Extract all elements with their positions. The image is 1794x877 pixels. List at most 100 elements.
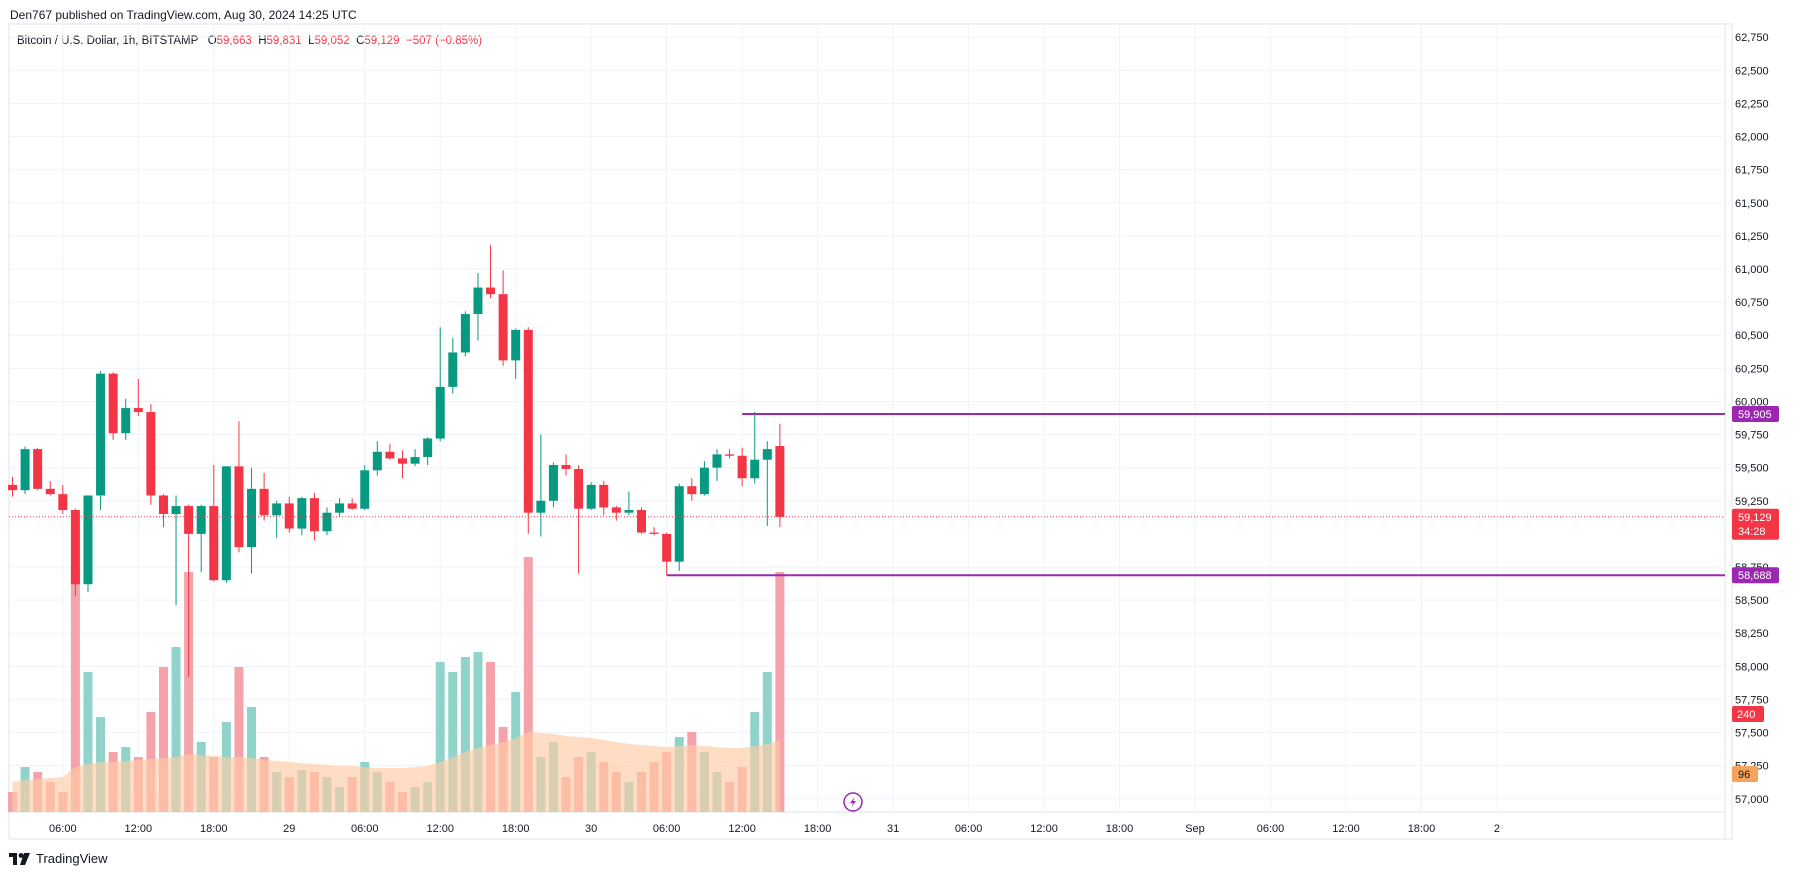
candle[interactable] [184,504,194,677]
candle[interactable] [750,412,760,484]
candle[interactable] [611,506,621,521]
candle[interactable] [624,491,634,516]
candle-body [259,488,269,516]
last-price-badge-text: 34:28 [1738,526,1766,538]
candle[interactable] [259,472,269,521]
candle[interactable] [548,462,558,508]
candle-body [511,329,521,361]
candle[interactable] [674,483,684,571]
candle[interactable] [561,454,571,476]
price-tick-label: 60,000 [1735,396,1769,408]
candle-body [637,510,646,533]
price-tick-label: 60,250 [1735,363,1769,375]
candle[interactable] [725,449,735,459]
time-axis[interactable]: 06:00 12:00 18:00 29 06:00 12:00 18:00 30 06:00 1… [49,823,1500,835]
candle[interactable] [96,370,106,511]
candle[interactable] [297,496,307,536]
candle[interactable] [699,461,709,496]
replay-icon[interactable] [843,792,863,812]
candle[interactable] [599,480,609,516]
candle[interactable] [448,337,458,394]
candle[interactable] [460,311,470,357]
candle[interactable] [209,465,219,582]
candle-body [435,386,445,439]
candle[interactable] [486,245,496,299]
candle[interactable] [322,507,332,536]
candle[interactable] [737,447,747,487]
candle[interactable] [397,450,407,479]
candle[interactable] [70,508,80,597]
price-tick-label: 60,750 [1735,297,1769,309]
candle[interactable] [171,495,181,606]
candle[interactable] [662,532,672,575]
price-tick-label: 62,500 [1735,65,1769,77]
candle[interactable] [83,495,93,593]
candle-body [335,503,345,513]
volume-bar [435,662,445,812]
candle[interactable] [33,447,43,491]
time-tick-label: 18:00 [502,823,530,835]
candle[interactable] [423,437,433,466]
candle[interactable] [435,327,445,442]
candle[interactable] [360,465,370,511]
candle[interactable] [687,478,697,501]
price-tick-label: 61,750 [1735,165,1769,177]
volume-bar [448,672,458,812]
candle[interactable] [146,404,156,505]
candle[interactable] [536,434,546,537]
time-tick-label: 12:00 [125,823,153,835]
candle[interactable] [372,441,382,476]
candle[interactable] [498,270,508,366]
candle[interactable] [775,423,785,527]
time-tick-label: 06:00 [1257,823,1285,835]
candle-body [423,438,433,458]
level-price-badge: 59,905 [1732,406,1779,423]
candle[interactable] [309,492,319,541]
candle[interactable] [20,446,30,495]
candle[interactable] [410,449,420,467]
price-tick-label: 62,000 [1735,132,1769,144]
candle[interactable] [234,421,244,553]
candle[interactable] [347,498,357,511]
horizontal-levels[interactable] [9,413,1725,577]
candle[interactable] [247,467,257,574]
candle[interactable] [196,504,206,573]
time-tick-label: 18:00 [804,823,832,835]
candle-body [448,352,458,387]
candle-body [96,373,106,496]
volume-bar [70,572,80,812]
candle[interactable] [762,441,772,526]
candle[interactable] [586,482,596,511]
candle[interactable] [108,372,118,440]
candle-body [599,484,609,508]
candle[interactable] [8,476,17,497]
candle[interactable] [511,328,521,379]
change-value: −507 (−0.85%) [405,35,483,47]
candle[interactable] [637,507,646,534]
candle[interactable] [158,494,168,528]
candle[interactable] [385,443,395,460]
candle[interactable] [45,480,55,496]
candle[interactable] [221,466,231,583]
candle[interactable] [574,465,584,574]
volume-bar [523,557,533,812]
candle[interactable] [272,500,282,538]
candle-body [284,503,294,529]
candle[interactable] [284,496,294,533]
candle-body [486,287,496,295]
close-label: C [356,35,365,47]
price-tick-label: 57,500 [1735,728,1769,740]
candle[interactable] [121,398,131,440]
candles[interactable] [8,245,785,677]
time-tick-label: 12:00 [1030,823,1058,835]
price-axis[interactable]: 57,00057,25057,50057,75058,00058,25058,5… [1735,32,1769,806]
candle[interactable] [523,327,533,534]
candle[interactable] [58,484,68,515]
candle[interactable] [335,498,345,517]
candle[interactable] [649,527,659,536]
candle-body [297,498,307,529]
candle[interactable] [473,272,483,341]
candle[interactable] [133,378,143,417]
candle[interactable] [712,449,722,481]
